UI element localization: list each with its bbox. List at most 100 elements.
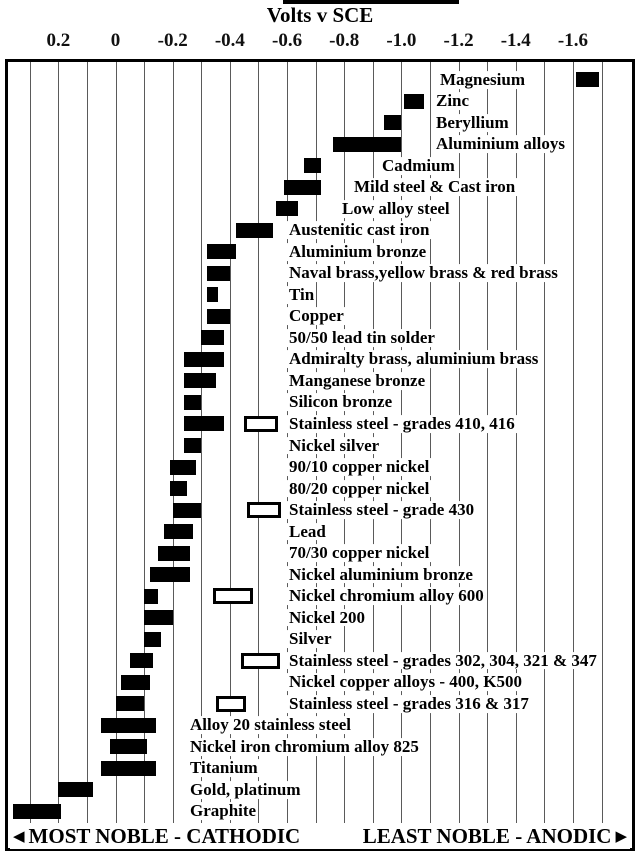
metal-label: Austenitic cast iron	[287, 220, 432, 240]
metal-label: Beryllium	[434, 112, 511, 132]
metal-label: Lead	[287, 521, 328, 541]
metal-label: Zinc	[434, 91, 472, 111]
metal-label: Graphite	[188, 801, 259, 821]
potential-bar	[144, 631, 162, 647]
gridline	[86, 62, 88, 826]
x-axis-tick-label: -1.4	[500, 30, 531, 51]
potential-bar	[101, 717, 156, 733]
metal-label: Admiralty brass, aluminium brass	[287, 349, 541, 369]
potential-bar	[121, 674, 150, 690]
potential-bar	[184, 438, 202, 453]
metal-label: Low alloy steel	[340, 198, 452, 218]
nobility-legend: ◀ MOST NOBLE - CATHODIC LEAST NOBLE - AN…	[10, 823, 630, 849]
metal-label: Naval brass,yellow brass & red brass	[287, 263, 560, 283]
potential-bar	[144, 588, 159, 604]
potential-bar	[384, 115, 402, 131]
potential-bar	[206, 244, 236, 260]
active-state-bar	[241, 652, 280, 669]
metal-label: Nickel iron chromium alloy 825	[188, 736, 421, 756]
metal-label: Silicon bronze	[287, 392, 395, 412]
gridline	[544, 62, 546, 826]
potential-bar	[101, 760, 156, 776]
metal-label: Stainless steel - grades 410, 416	[287, 414, 517, 434]
gridline	[601, 62, 603, 826]
potential-bar	[144, 610, 173, 626]
most-noble-legend: ◀ MOST NOBLE - CATHODIC	[10, 824, 303, 849]
x-axis-tick-label: -0.4	[214, 30, 245, 51]
potential-bar	[304, 158, 322, 174]
x-axis-tick-label: -0.6	[271, 30, 303, 51]
active-state-bar	[215, 695, 246, 712]
potential-bar	[184, 373, 216, 389]
potential-bar	[206, 308, 230, 324]
x-axis-tick-label: 0	[110, 30, 121, 51]
gridline	[229, 62, 231, 826]
gridline	[258, 62, 260, 826]
gridline	[172, 62, 174, 826]
metal-label: Alloy 20 stainless steel	[188, 715, 354, 735]
metal-label: Aluminium alloys	[434, 134, 567, 154]
metal-label: 70/30 copper nickel	[287, 543, 432, 563]
chart-title: Volts v SCE	[266, 3, 374, 27]
potential-bar	[184, 351, 225, 367]
potential-bar	[206, 287, 219, 303]
gridline	[58, 62, 60, 826]
potential-bar	[169, 481, 187, 497]
metal-label: Nickel chromium alloy 600	[287, 586, 486, 606]
potential-bar	[184, 394, 202, 410]
potential-bar	[164, 524, 193, 540]
plot-area: Magnesium Zinc Beryllium Aluminium alloys Ca…	[5, 59, 635, 851]
metal-label: Nickel 200	[287, 607, 368, 627]
gridline	[29, 62, 31, 826]
least-noble-legend: LEAST NOBLE - ANODIC ▶	[360, 824, 630, 849]
metal-label: Manganese bronze	[287, 371, 428, 391]
potential-bar	[172, 502, 202, 518]
active-state-bar	[244, 415, 279, 432]
potential-bar	[58, 782, 93, 798]
potential-bar	[201, 330, 225, 346]
potential-bar	[284, 179, 322, 195]
gridline	[429, 62, 431, 826]
x-axis-tick-label: -1.0	[386, 30, 417, 51]
metal-label: Titanium	[188, 758, 260, 778]
potential-bar	[404, 93, 425, 109]
metal-label: Stainless steel - grade 430	[287, 500, 477, 520]
gridline	[515, 62, 517, 826]
metal-label: Tin	[287, 284, 317, 304]
x-axis-tick-label: -0.2	[157, 30, 188, 51]
potential-bar	[115, 696, 145, 712]
potential-bar	[12, 803, 62, 819]
potential-bar	[206, 265, 230, 281]
potential-bar	[575, 72, 599, 88]
gridline	[115, 62, 117, 826]
gridline	[401, 62, 403, 826]
metal-label: Silver	[287, 629, 334, 649]
x-axis-tick-label: -1.2	[443, 30, 474, 51]
metal-label: Aluminium bronze	[287, 241, 429, 261]
metal-label: 50/50 lead tin solder	[287, 328, 437, 347]
metal-label: Cadmium	[380, 155, 457, 175]
gridline	[487, 62, 489, 826]
scan-artifact-strip	[283, 0, 459, 4]
x-axis-tick-label: -1.6	[557, 30, 588, 51]
x-axis-tick-label: -0.8	[329, 30, 360, 51]
metal-label: Magnesium	[438, 69, 527, 89]
left-arrow-icon: ◀	[13, 828, 25, 845]
gridline	[572, 62, 574, 826]
gridline	[458, 62, 460, 826]
gridline	[201, 62, 203, 826]
potential-bar	[158, 545, 190, 561]
least-noble-label: LEAST NOBLE - ANODIC	[362, 823, 612, 848]
potential-bar	[332, 136, 402, 152]
metal-label: Nickel copper alloys - 400, K500	[287, 672, 524, 692]
metal-label: Stainless steel - grades 316 & 317	[287, 693, 531, 713]
right-arrow-icon: ▶	[615, 828, 627, 845]
most-noble-label: MOST NOBLE - CATHODIC	[28, 823, 301, 848]
potential-bar	[275, 201, 299, 217]
active-state-bar	[212, 588, 253, 605]
metal-label: Gold, platinum	[188, 779, 303, 799]
metal-label: 80/20 copper nickel	[287, 478, 432, 498]
metal-label: Nickel silver	[287, 435, 382, 455]
potential-bar	[109, 739, 147, 755]
